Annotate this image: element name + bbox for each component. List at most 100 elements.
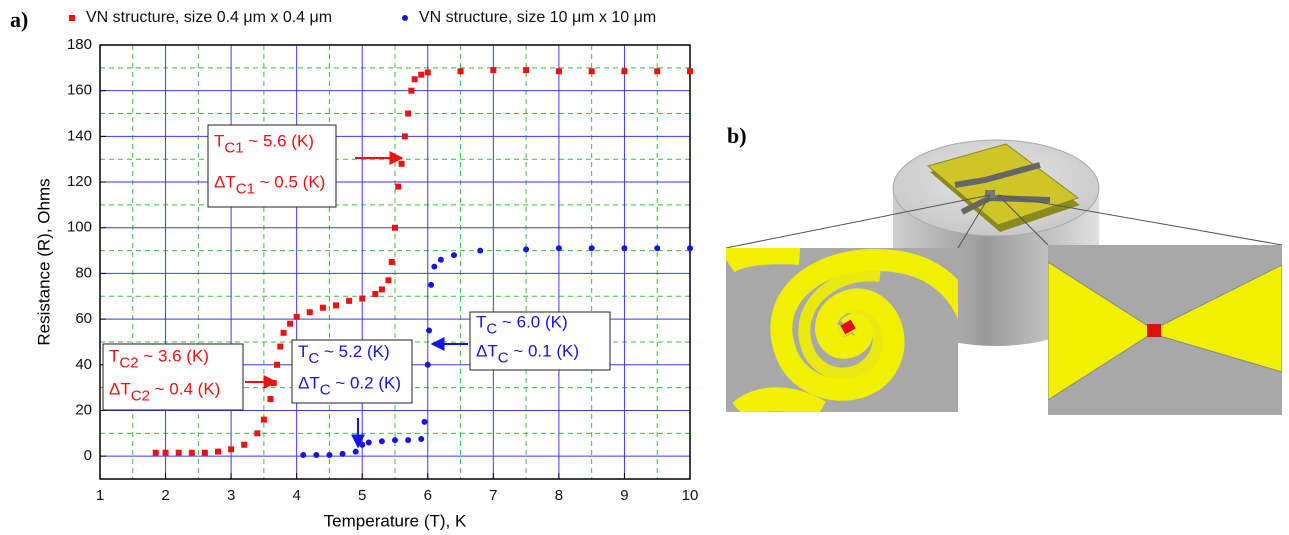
annotation-main: T [298,342,308,361]
data-point [654,245,661,252]
annotation-text: ΔTC1 ~ 0.5 (K) [214,173,325,197]
data-point [254,430,261,437]
annotation-text: ΔTC2 ~ 0.4 (K) [109,380,220,404]
y-tick-label: 120 [67,173,92,190]
data-point [437,256,444,263]
annotation-sub: C2 [119,354,138,371]
annotation-box [102,343,244,411]
data-point [326,452,333,459]
y-tick-label: 60 [75,310,92,327]
annotation-text: ΔTC ~ 0.1 (K) [476,342,579,366]
x-tick-label: 4 [292,487,300,504]
annotation-main: ΔT [109,380,131,399]
x-tick-label: 7 [489,487,497,504]
data-point [277,343,284,350]
annotation-main: T [214,132,224,151]
annotation-main: T [109,347,119,366]
legend-marker [402,15,408,21]
annotation-rest: ~ 0.2 (K) [331,374,401,393]
y-tick-label: 20 [75,401,92,418]
chip-center [985,190,995,198]
chart-a: 1 2 3 4 5 6 7 8 9 10020406080100120140160180Tempe… [10,7,698,530]
data-point [421,418,428,425]
data-point [411,76,418,83]
data-point [490,67,497,74]
data-point [431,263,438,270]
y-tick-label: 160 [67,82,92,99]
data-point [687,245,693,252]
data-point [313,452,320,459]
data-point [395,183,402,190]
data-point [280,329,287,336]
data-point [392,437,398,444]
data-point [339,450,346,457]
data-point [175,449,182,456]
data-point [270,380,277,387]
zoom-line [725,194,991,249]
annotation-sub: C [498,349,509,366]
annotation-rest: ~ 5.2 (K) [319,342,389,361]
data-point [378,438,385,445]
data-point [477,247,484,254]
data-point [319,304,326,311]
data-point [687,68,693,75]
legend-label: VN structure, size 0.4 μm x 0.4 μm [86,9,332,26]
data-point [388,259,395,265]
x-tick-label: 1 [96,487,104,504]
annotation-main: ΔT [476,342,498,361]
annotation-box [469,311,611,371]
data-point [267,396,274,403]
x-tick-label: 3 [227,487,235,504]
x-tick-label: 9 [620,487,628,504]
data-point [260,416,267,423]
annotation-sub: C [486,320,497,337]
legend-label: VN structure, size 10 μm x 10 μm [419,9,656,26]
data-point [392,224,398,231]
x-tick-label: 2 [161,487,169,504]
data-point [365,439,372,446]
annotation-sub: C [320,381,331,398]
panel-label: a) [10,7,28,32]
data-point [152,449,159,456]
legend-marker [69,15,75,21]
data-point [378,286,385,293]
data-point [401,133,408,140]
data-point [398,160,405,167]
bowtie-inset [1048,245,1282,415]
data-point [359,441,366,448]
x-tick-label: 10 [682,487,699,504]
data-point [588,245,595,252]
zoom-line [957,194,991,249]
x-axis-title: Temperature (T), K [324,511,467,530]
data-point [228,446,235,453]
data-point [654,68,661,75]
data-point [405,110,412,117]
annotation-sub: C1 [224,139,243,156]
data-point [333,302,339,309]
y-tick-label: 140 [67,127,92,144]
illustration: b) [725,123,1283,415]
data-point [426,327,433,334]
zoom-line [997,194,1049,246]
data-point [523,246,530,253]
annotation-main: ΔT [298,374,320,393]
data-point [418,71,425,78]
data-point [408,87,415,94]
data-point [300,452,307,459]
data-point [523,67,530,74]
data-point [385,277,392,284]
data-point [287,320,294,327]
y-tick-label: 0 [84,447,92,464]
y-tick-label: 100 [67,219,92,236]
annotation-rest: ~ 0.4 (K) [150,380,220,399]
data-point [405,437,412,444]
data-point [588,68,595,75]
data-point [621,68,628,75]
data-point [162,449,169,456]
x-tick-label: 8 [555,487,563,504]
data-point [424,361,431,368]
annotation-sub: C [308,350,319,367]
data-point [457,68,464,75]
zoom-line [997,194,1283,246]
